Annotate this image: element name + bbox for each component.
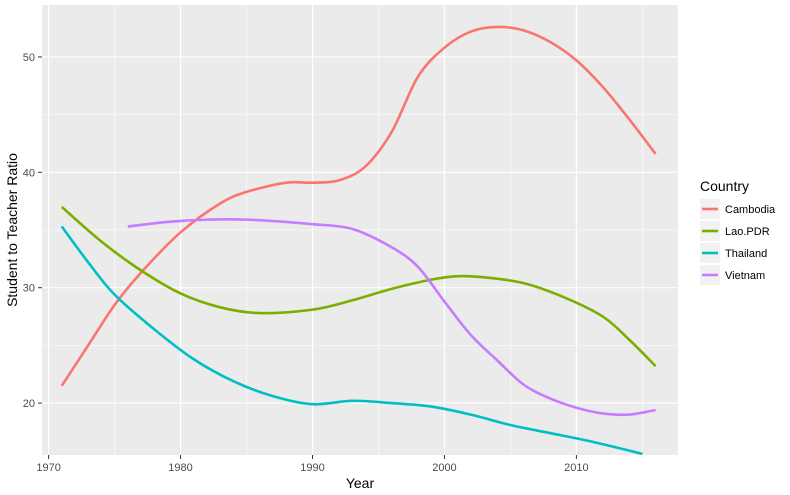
y-tick-label: 50 (23, 52, 35, 64)
series-line-vietnam (127, 218, 656, 417)
series-line-cambodia (60, 25, 657, 387)
minor-gridlines (42, 5, 678, 455)
y-tick-label: 30 (23, 283, 35, 295)
x-tick-label: 1990 (300, 462, 324, 474)
y-tick-label: 40 (23, 167, 35, 179)
legend-label-vietnam: Vietnam (725, 270, 765, 282)
legend-label-lao-pdr: Lao.PDR (725, 226, 770, 238)
series-lines (60, 25, 657, 456)
y-axis-title: Student to Teacher Ratio (4, 153, 20, 307)
legend-label-thailand: Thailand (725, 248, 767, 260)
legend-label-cambodia: Cambodia (725, 204, 776, 216)
y-axis-ticks: 20 30 40 50 (23, 52, 42, 410)
major-gridlines (42, 5, 678, 455)
x-axis-title: Year (346, 475, 375, 491)
x-tick-label: 2000 (432, 462, 456, 474)
x-tick-label: 1970 (36, 462, 60, 474)
legend: Country Cambodia Lao.PDR Thailand Vietnam (700, 178, 776, 285)
series-line-thailand (60, 225, 643, 456)
legend-title: Country (700, 178, 749, 194)
x-tick-label: 1980 (168, 462, 192, 474)
x-axis-ticks: 1970 1980 1990 2000 2010 (36, 455, 589, 474)
y-tick-label: 20 (23, 398, 35, 410)
series-line-lao-pdr (60, 205, 657, 368)
x-tick-label: 2010 (564, 462, 588, 474)
